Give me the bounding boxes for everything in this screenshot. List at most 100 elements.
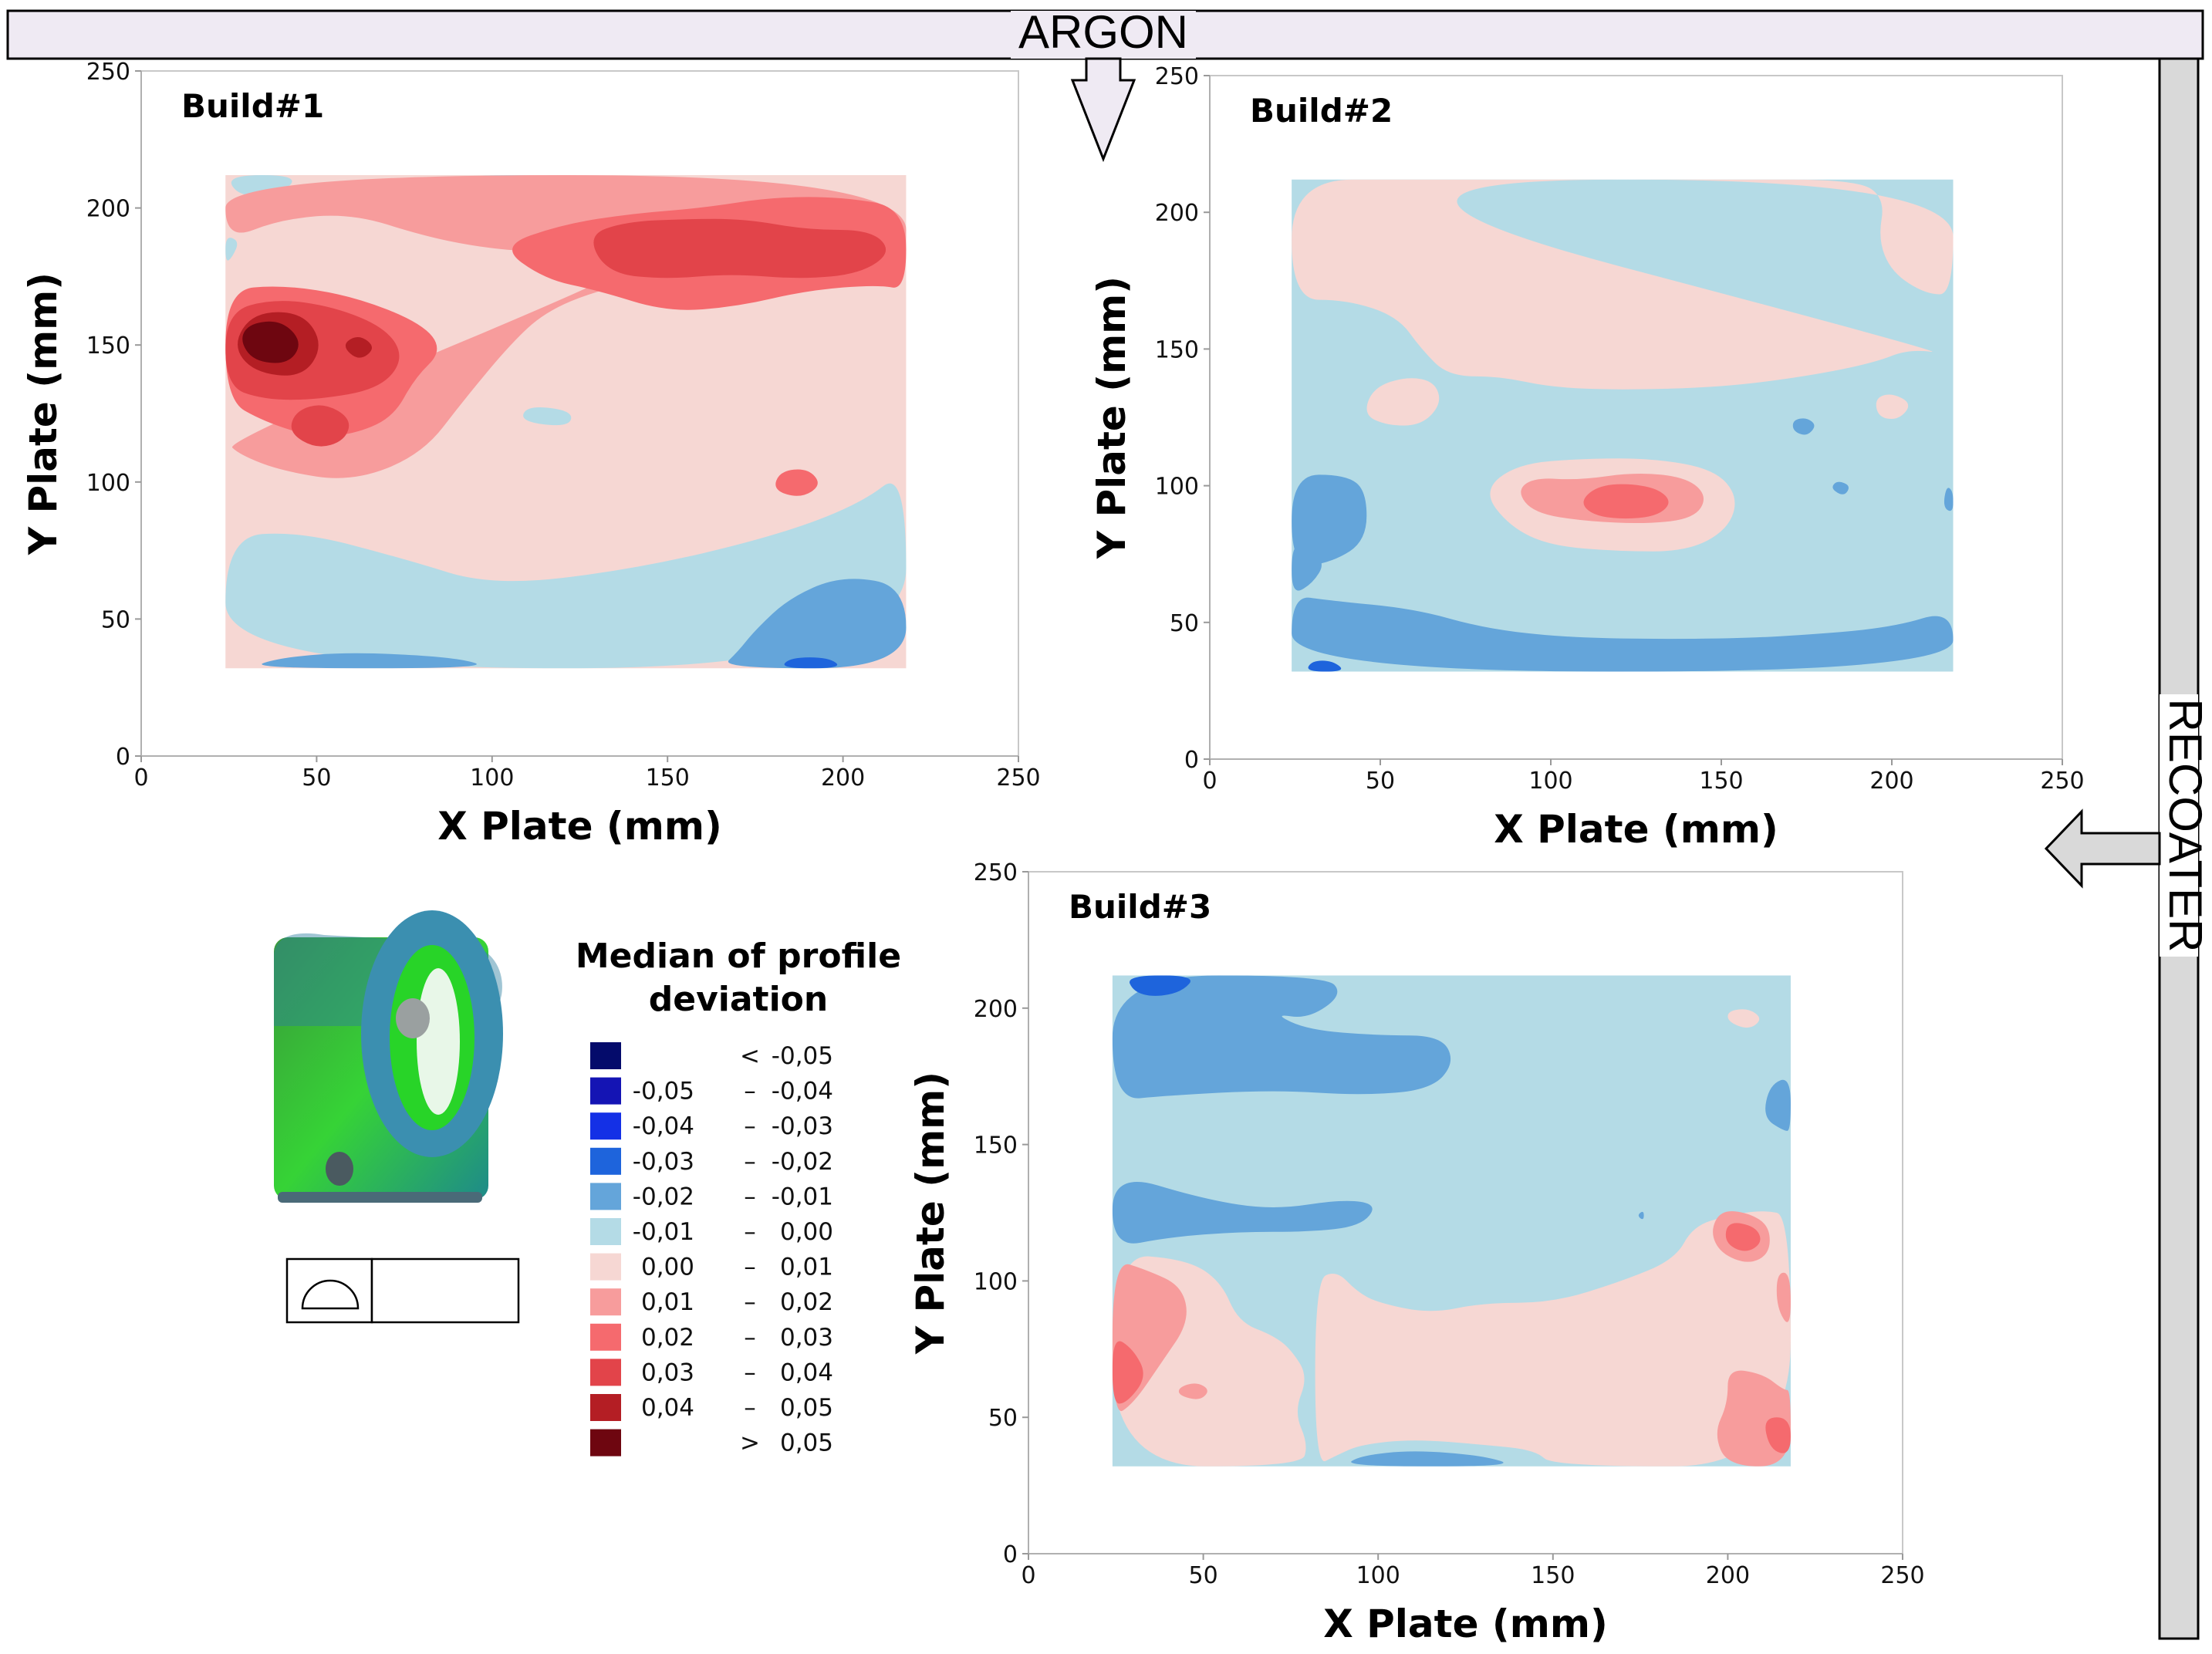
- legend-low: 0,04: [641, 1394, 694, 1422]
- x-tick-label: 250: [2040, 768, 2084, 795]
- legend-row: 0,03 –0,04: [590, 1359, 833, 1386]
- legend-swatch: [590, 1323, 621, 1351]
- legend-high: -0,04: [772, 1078, 833, 1105]
- legend-low: -0,05: [633, 1078, 694, 1105]
- x-tick-label: 100: [470, 765, 514, 792]
- contour-region: [225, 483, 907, 669]
- contour-region: [345, 336, 372, 358]
- x-axis-title: X Plate (mm): [1323, 1602, 1608, 1646]
- legend-row: 0,01 –0,02: [590, 1288, 833, 1316]
- legend-row: -0,04 – -0,03: [590, 1112, 833, 1140]
- x-tick-label: 200: [1869, 768, 1913, 795]
- recoater-indicator: RECOATER: [2044, 57, 2211, 1640]
- legend-separator: –: [744, 1254, 756, 1281]
- legend-separator: –: [744, 1218, 756, 1246]
- legend-row: >0,05: [590, 1429, 833, 1457]
- x-axis-title: X Plate (mm): [1494, 807, 1778, 852]
- legend-row: -0,01 –0,00: [590, 1218, 833, 1246]
- legend-separator: –: [744, 1288, 756, 1316]
- contour-region: [262, 653, 477, 669]
- legend-separator: –: [744, 1183, 756, 1210]
- legend-swatch: [590, 1183, 621, 1210]
- contour-region: [1112, 1181, 1373, 1244]
- build2-contour-plot: 0 50 100 150 200 250 0 50 100 150 200 250 X Plate (m…: [1089, 63, 2085, 852]
- legend-separator: –: [744, 1078, 756, 1105]
- legend-high: 0,05: [780, 1394, 833, 1422]
- contour-region: [1765, 1417, 1791, 1453]
- legend-low: -0,02: [633, 1183, 694, 1210]
- legend-low: -0,04: [633, 1112, 694, 1140]
- legend-low: 0,01: [641, 1288, 694, 1316]
- part-hook-hole: [417, 968, 460, 1115]
- x-tick-label: 50: [1189, 1562, 1218, 1589]
- x-tick-label: 100: [1356, 1562, 1400, 1589]
- half-circle-icon: [301, 1279, 360, 1310]
- contour-region: [1832, 481, 1849, 495]
- y-axis-title: Y Plate (mm): [908, 1072, 953, 1355]
- contour-region: [1725, 1223, 1761, 1251]
- recoater-label: RECOATER: [2160, 699, 2211, 953]
- contour-region: [291, 405, 350, 447]
- legend-low: -0,03: [633, 1148, 694, 1176]
- x-tick-label: 50: [302, 765, 331, 792]
- plot-title: Build#3: [1069, 888, 1211, 926]
- x-axis-title: X Plate (mm): [437, 804, 722, 849]
- legend-high: 0,01: [780, 1254, 833, 1281]
- legend-high: 0,02: [780, 1288, 833, 1316]
- legend-swatch: [590, 1147, 621, 1175]
- legend-row: 0,00 –0,01: [590, 1253, 833, 1281]
- orientation-glyph: [285, 1257, 520, 1324]
- build1-contour-plot: 0 50 100 150 200 250 0 50 100 150 200 250 X Plate (m…: [21, 59, 1041, 849]
- legend-high: -0,03: [772, 1112, 833, 1140]
- argon-label: ARGON: [1018, 6, 1188, 58]
- part-base-shadow: [278, 1192, 482, 1203]
- x-tick-label: 200: [821, 765, 865, 792]
- legend-swatch: [590, 1429, 621, 1457]
- legend-swatch: [590, 1042, 621, 1069]
- plot-title: Build#1: [181, 87, 324, 125]
- x-tick-label: 150: [1531, 1562, 1575, 1589]
- legend-low: 0,02: [641, 1324, 694, 1352]
- y-tick-label: 50: [988, 1405, 1018, 1432]
- legend-row: < -0,05: [590, 1042, 833, 1070]
- contour-region: [1765, 1079, 1791, 1131]
- y-axis-title: Y Plate (mm): [1089, 276, 1134, 559]
- x-tick-label: 200: [1706, 1562, 1750, 1589]
- legend-high: 0,04: [780, 1359, 833, 1386]
- legend-row: 0,04 –0,05: [590, 1394, 833, 1422]
- y-tick-label: 0: [116, 744, 130, 771]
- contour-field: [1292, 179, 1954, 672]
- contour-region: [593, 218, 886, 278]
- legend-low: 0,00: [641, 1254, 694, 1281]
- legend-swatch: [590, 1394, 621, 1421]
- legend-separator: –: [744, 1148, 756, 1176]
- legend-high: -0,02: [772, 1148, 833, 1176]
- part-scan-image: [274, 910, 503, 1203]
- legend-high: 0,00: [780, 1218, 833, 1246]
- contour-region: [1944, 488, 1954, 511]
- recoater-left-arrow-icon: [2044, 808, 2161, 889]
- legend-title-line2: deviation: [649, 980, 828, 1019]
- y-tick-label: 150: [974, 1132, 1018, 1159]
- argon-label-box: [1011, 11, 1196, 59]
- x-tick-label: 150: [646, 765, 690, 792]
- contour-region: [1792, 418, 1815, 435]
- argon-indicator: ARGON: [6, 6, 2204, 163]
- contour-region: [784, 657, 838, 669]
- legend-high: -0,05: [772, 1042, 833, 1070]
- contour-region: [523, 407, 572, 426]
- legend-row: -0,03 – -0,02: [590, 1147, 833, 1176]
- y-tick-label: 0: [1003, 1541, 1018, 1568]
- contour-region: [1366, 378, 1440, 426]
- legend-high: -0,01: [772, 1183, 833, 1210]
- x-tick-label: 150: [1699, 768, 1743, 795]
- x-tick-label: 50: [1366, 768, 1395, 795]
- legend-swatch: [590, 1288, 621, 1316]
- y-tick-label: 250: [1155, 63, 1199, 90]
- x-tick-label: 0: [133, 765, 148, 792]
- x-tick-label: 250: [1880, 1562, 1924, 1589]
- x-tick-label: 0: [1202, 768, 1217, 795]
- legend-low: -0,01: [633, 1218, 694, 1246]
- contour-region: [1292, 545, 1322, 591]
